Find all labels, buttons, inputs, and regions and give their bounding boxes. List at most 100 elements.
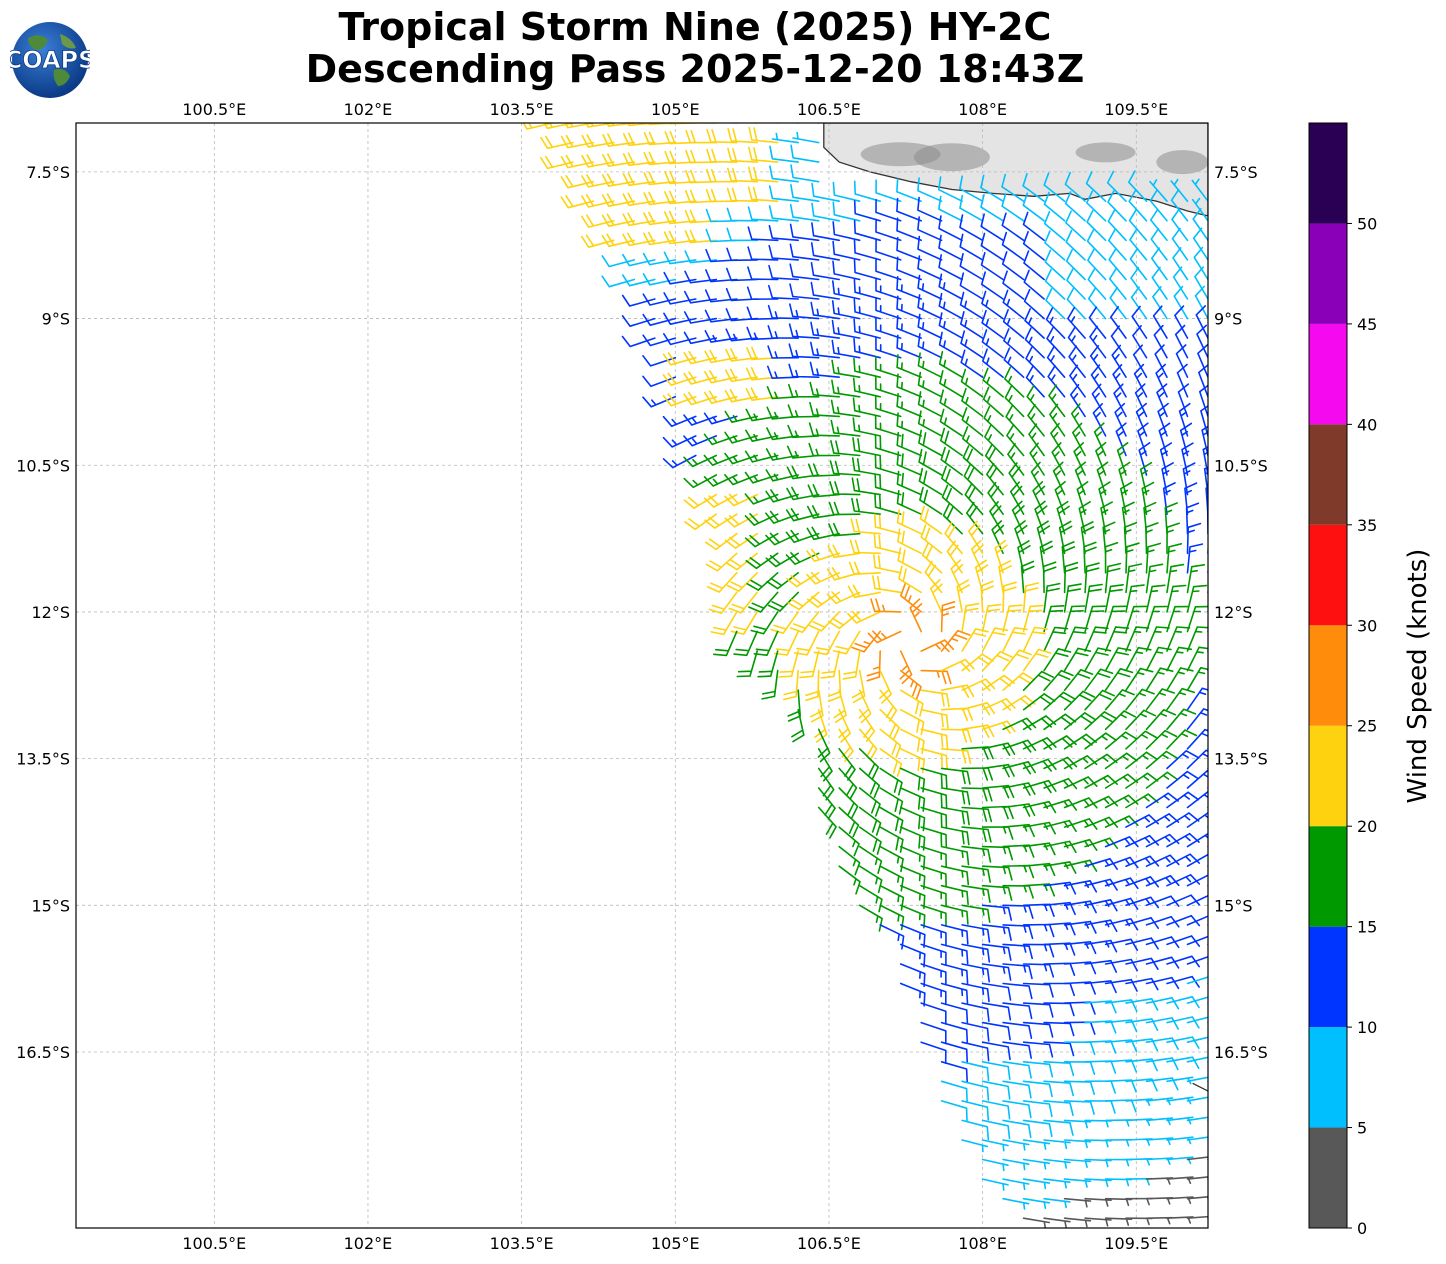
wind-barb bbox=[1141, 481, 1155, 515]
wind-barb bbox=[838, 767, 858, 800]
lon-tick-label-top: 102°E bbox=[344, 100, 393, 119]
wind-barb bbox=[940, 924, 969, 945]
wind-barb bbox=[1125, 646, 1152, 672]
wind-barb bbox=[1022, 1002, 1054, 1018]
wind-barb bbox=[917, 255, 943, 281]
wind-barb bbox=[790, 144, 820, 163]
wind-barb bbox=[1166, 584, 1187, 613]
wind-barb bbox=[1145, 688, 1175, 711]
wind-barb bbox=[1153, 324, 1168, 359]
lon-tick-label-top: 109.5°E bbox=[1104, 100, 1168, 119]
wind-barb bbox=[1207, 826, 1208, 828]
wind-barb bbox=[1022, 211, 1045, 242]
wind-barb bbox=[560, 154, 595, 169]
wind-barb bbox=[920, 845, 947, 868]
wind-barb bbox=[1084, 1040, 1117, 1054]
wind-barb bbox=[875, 199, 902, 222]
wind-barb bbox=[1145, 976, 1180, 990]
wind-barb bbox=[1186, 894, 1208, 907]
wind-barb bbox=[768, 225, 799, 242]
wind-barb bbox=[726, 187, 758, 202]
wind-barb bbox=[920, 1041, 947, 1064]
wind-barb bbox=[960, 368, 984, 398]
wind-barb bbox=[601, 193, 636, 207]
wind-barb bbox=[1001, 173, 1025, 202]
wind-barb bbox=[807, 463, 840, 477]
wind-barb bbox=[950, 559, 964, 594]
wind-barb bbox=[1207, 943, 1208, 946]
wind-barb bbox=[848, 561, 881, 575]
wind-barb bbox=[766, 572, 799, 590]
wind-barb bbox=[771, 132, 799, 144]
wind-barb bbox=[1186, 522, 1202, 555]
wind-barb bbox=[1063, 669, 1094, 691]
wind-barb bbox=[1108, 267, 1127, 300]
wind-barb bbox=[1125, 834, 1160, 848]
wind-barb bbox=[710, 611, 738, 636]
wind-barb bbox=[1022, 693, 1056, 711]
wind-barb bbox=[581, 194, 615, 208]
wind-barb bbox=[833, 630, 861, 655]
wind-barb bbox=[982, 386, 1004, 418]
wind-barb bbox=[1114, 402, 1127, 437]
wind-barb bbox=[899, 708, 925, 736]
wind-barb bbox=[642, 334, 677, 347]
wind-barb bbox=[791, 708, 805, 743]
wind-barb bbox=[789, 283, 820, 300]
wind-barb bbox=[811, 222, 840, 242]
wind-barb bbox=[938, 331, 963, 359]
wind-barb bbox=[1207, 1021, 1208, 1024]
wind-barb bbox=[831, 300, 861, 320]
wind-barb bbox=[961, 904, 991, 923]
wind-barb bbox=[961, 963, 990, 983]
wind-barb bbox=[940, 884, 969, 906]
wind-barb bbox=[1104, 938, 1139, 951]
wind-barb bbox=[1022, 173, 1045, 202]
wind-barb bbox=[1207, 884, 1208, 887]
terrain-shade bbox=[913, 143, 990, 172]
wind-barb bbox=[1104, 752, 1138, 770]
wind-barb bbox=[799, 650, 820, 679]
wind-barb bbox=[1125, 957, 1159, 970]
wind-barb bbox=[1084, 774, 1118, 789]
wind-barb bbox=[1022, 582, 1039, 613]
lon-tick-label-top: 108°E bbox=[958, 100, 1007, 119]
wind-barb bbox=[1207, 668, 1208, 672]
wind-barb bbox=[1043, 172, 1066, 202]
wind-barb bbox=[1207, 587, 1208, 594]
wind-barb bbox=[879, 748, 903, 777]
wind-barb bbox=[1043, 1178, 1071, 1189]
wind-barb bbox=[920, 924, 947, 947]
wind-barb bbox=[662, 393, 697, 407]
wind-barb bbox=[663, 333, 697, 346]
wind-barb bbox=[1063, 605, 1086, 633]
wind-barb bbox=[1118, 461, 1131, 496]
wind-barb bbox=[581, 154, 615, 168]
wind-barb bbox=[1196, 324, 1208, 359]
wind-barb bbox=[807, 484, 840, 498]
wind-barb bbox=[896, 470, 922, 496]
wind-barb bbox=[964, 483, 984, 515]
wind-barb bbox=[1207, 865, 1208, 867]
colorbar-tick-label: 30 bbox=[1357, 616, 1377, 635]
wind-barb bbox=[622, 152, 656, 167]
wind-barb bbox=[1001, 193, 1025, 222]
lat-tick-label-right: 9°S bbox=[1214, 310, 1242, 329]
wind-barb bbox=[1002, 1139, 1030, 1151]
wind-barb bbox=[683, 493, 718, 509]
wind-barb bbox=[981, 1080, 1011, 1100]
wind-barb bbox=[920, 943, 947, 966]
wind-barb bbox=[1024, 327, 1045, 359]
wind-barb bbox=[1025, 365, 1045, 398]
wind-barb bbox=[980, 194, 1004, 222]
wind-barb bbox=[1083, 541, 1097, 574]
wind-barb bbox=[642, 355, 677, 367]
wind-barb bbox=[727, 167, 758, 183]
wind-barb bbox=[1043, 756, 1078, 770]
wind-barb bbox=[1181, 442, 1194, 476]
wind-barb bbox=[1149, 179, 1168, 202]
wind-barb bbox=[896, 256, 922, 281]
wind-barb bbox=[1063, 1197, 1092, 1208]
wind-barb bbox=[1066, 287, 1086, 320]
